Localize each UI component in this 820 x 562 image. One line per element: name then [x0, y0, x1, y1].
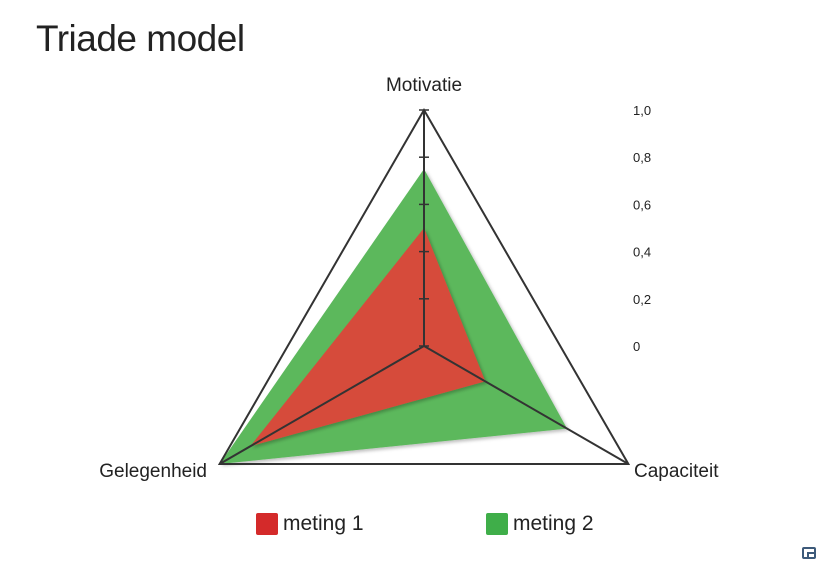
tick-label: 0 — [633, 339, 640, 354]
legend-label: meting 2 — [513, 512, 594, 535]
axis-spoke — [219, 345, 425, 465]
legend-item-meting-2: meting 2 — [486, 512, 594, 536]
outer-frame — [217, 108, 631, 465]
tick-label: 0,6 — [633, 197, 651, 212]
tick-label: 0,2 — [633, 292, 651, 307]
chart-title: Triade model — [36, 18, 245, 59]
legend-swatch — [256, 513, 278, 535]
tick-label: 0,4 — [633, 245, 651, 260]
axis-spoke — [423, 345, 629, 465]
legend-label: meting 1 — [283, 512, 364, 535]
legend-item-meting-1: meting 1 — [256, 512, 364, 536]
axis-label-motivatie: Motivatie — [386, 75, 462, 96]
axis-label-capaciteit: Capaciteit — [634, 461, 719, 482]
logo-icon — [802, 547, 816, 559]
series-area-meting-1 — [250, 228, 486, 447]
axis-label-gelegenheid: Gelegenheid — [99, 461, 207, 482]
tick-label: 0,8 — [633, 150, 651, 165]
legend-swatch — [486, 513, 508, 535]
tick-label: 1,0 — [633, 103, 651, 118]
